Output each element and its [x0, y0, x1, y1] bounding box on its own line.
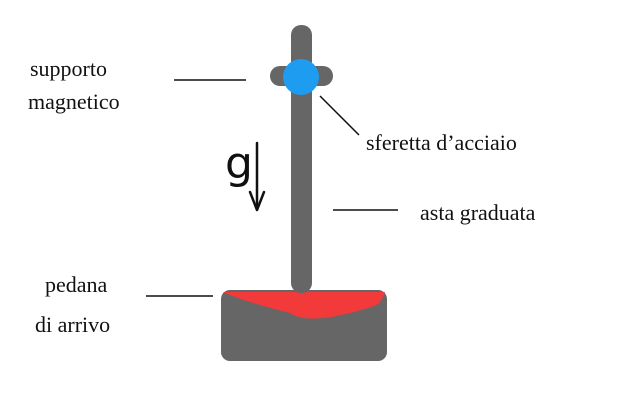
- landing-pad-surface: [223, 292, 385, 319]
- label-graduated-rod: asta graduata: [420, 200, 536, 225]
- label-landing-pad-line2: di arrivo: [35, 312, 111, 337]
- gravity-symbol: g: [225, 138, 253, 189]
- label-landing-pad-line1: pedana: [45, 272, 108, 297]
- steel-ball: [283, 59, 319, 95]
- label-steel-ball: sferetta d’acciaio: [366, 130, 517, 155]
- down-arrow-icon: [248, 141, 266, 212]
- label-magnetic-support-line1: supporto: [30, 56, 107, 81]
- leader-line-steel-ball: [319, 95, 360, 136]
- label-magnetic-support-line2: magnetico: [28, 89, 120, 114]
